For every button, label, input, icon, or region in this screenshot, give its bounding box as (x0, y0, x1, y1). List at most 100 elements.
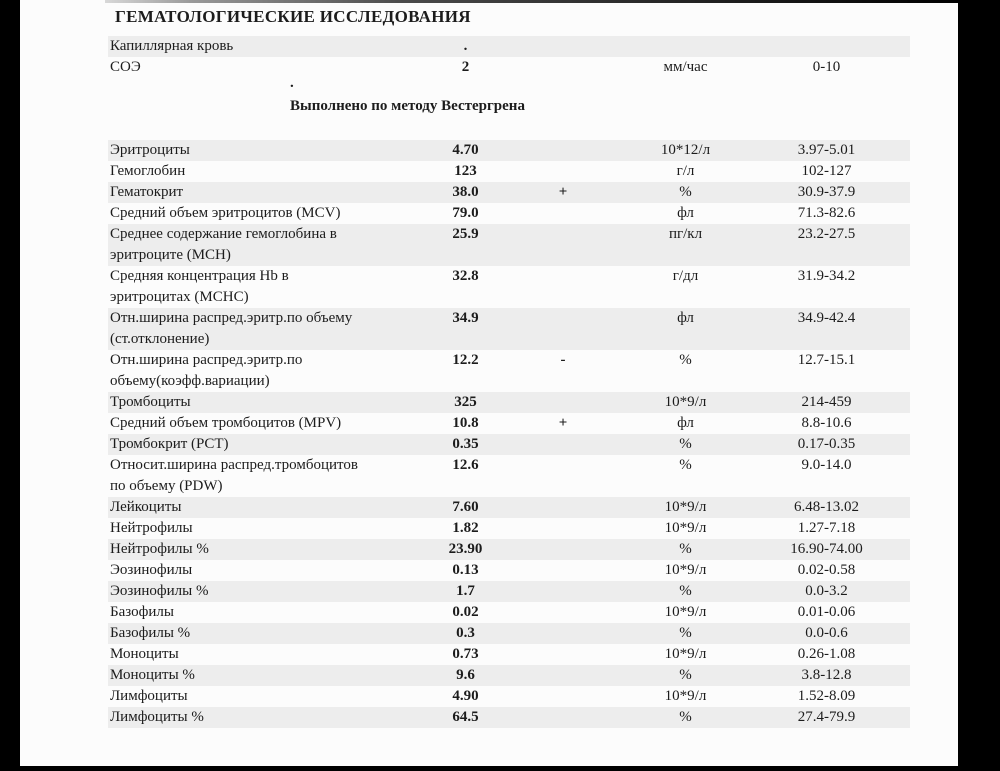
test-unit-cell: пг/кл (668, 226, 703, 242)
table-row: Средний объем тромбоцитов (MPV) 10.8 + фл 8.… (108, 413, 910, 434)
test-name-cell: Средний объем тромбоцитов (MPV) (110, 415, 342, 431)
table-row: СОЭ 2 мм/час 0-10 (108, 57, 910, 78)
abnormal-flag-cell: - (560, 352, 566, 368)
test-value-cell: 79.0 (452, 205, 479, 221)
test-unit-cell: 10*9/л (664, 562, 707, 578)
test-value-cell: 32.8 (452, 268, 479, 284)
test-unit-cell: % (679, 667, 692, 683)
test-unit-cell: % (679, 457, 692, 473)
test-value-cell: 0.35 (452, 436, 479, 452)
test-unit-cell: 10*12/л (660, 142, 711, 158)
test-unit-cell: % (679, 352, 692, 368)
test-unit-cell: 10*9/л (664, 394, 707, 410)
table-row: Капиллярная кровь. (108, 36, 910, 57)
test-value-cell: 325 (454, 394, 477, 410)
reference-range-cell: 102-127 (801, 163, 852, 179)
reference-range-cell: 23.2-27.5 (797, 226, 856, 242)
dot-mark: . (290, 75, 294, 91)
method-note: Выполнено по методу Вестергрена (290, 98, 525, 114)
test-name-cell: Эозинофилы (110, 562, 193, 578)
table-row: Эритроциты 4.70 10*12/л 3.97-5.01 (108, 140, 910, 161)
reference-range-cell: 0.26-1.08 (797, 646, 856, 662)
test-unit-cell: 10*9/л (664, 688, 707, 704)
reference-range-cell: 31.9-34.2 (797, 268, 856, 284)
reference-range-cell: 214-459 (801, 394, 852, 410)
test-value-cell: 7.60 (452, 499, 479, 515)
table-row: Моноциты 0.73 10*9/л 0.26-1.08 (108, 644, 910, 665)
table-row: Моноциты % 9.6% 3.8-12.8 (108, 665, 910, 686)
test-value-cell: 0.13 (452, 562, 479, 578)
test-unit-cell: % (679, 184, 692, 200)
abnormal-flag-cell: + (558, 415, 568, 431)
test-value-cell: 64.5 (452, 709, 479, 725)
table-row: Нейтрофилы 1.82 10*9/л 1.27-7.18 (108, 518, 910, 539)
test-name-cell: Капиллярная кровь (110, 38, 234, 54)
test-value-cell: 4.90 (452, 688, 479, 704)
test-unit-cell: фл (677, 310, 694, 326)
abnormal-flag-cell: + (558, 184, 568, 200)
table-row: Среднее содержание гемоглобина в эритроц… (108, 224, 910, 266)
test-name-cell: Средняя концентрация Hb в эритроцитах (M… (110, 268, 289, 305)
test-unit-cell: г/л (676, 163, 695, 179)
reference-range-cell: 16.90-74.00 (790, 541, 863, 557)
test-name-cell: Отн.ширина распред.эритр.по объему (ст.о… (110, 310, 353, 347)
reference-range-cell: 9.0-14.0 (801, 457, 852, 473)
test-name-cell: Нейтрофилы (110, 520, 193, 536)
table-row: Эозинофилы 0.13 10*9/л 0.02-0.58 (108, 560, 910, 581)
test-value-cell: 2 (461, 59, 470, 75)
table-row: Гематокрит 38.0 +% 30.9-37.9 (108, 182, 910, 203)
test-name-cell: Тромбокрит (PCT) (110, 436, 229, 452)
table-row: Тромбокрит (PCT) 0.35% 0.17-0.35 (108, 434, 910, 455)
reference-range-cell: 0.0-0.6 (805, 625, 848, 641)
reference-range-cell: 1.27-7.18 (797, 520, 856, 536)
test-name-cell: Базофилы (110, 604, 174, 620)
reference-range-cell: 30.9-37.9 (797, 184, 856, 200)
test-name-cell: Гемоглобин (110, 163, 186, 179)
test-unit-cell: 10*9/л (664, 646, 707, 662)
reference-range-cell: 1.52-8.09 (797, 688, 856, 704)
test-name-cell: Относит.ширина распред.тромбоцитов по об… (110, 457, 358, 494)
table-row: Средний объем эритроцитов (MCV) 79.0 фл 71.… (108, 203, 910, 224)
reference-range-cell: 0.02-0.58 (797, 562, 856, 578)
reference-range-cell: 71.3-82.6 (797, 205, 856, 221)
test-name-cell: Средний объем эритроцитов (MCV) (110, 205, 341, 221)
test-value-cell: 123 (454, 163, 477, 179)
test-unit-cell: % (679, 625, 692, 641)
test-unit-cell: % (679, 541, 692, 557)
test-name-cell: Моноциты (110, 646, 179, 662)
test-name-cell: Лейкоциты (110, 499, 182, 515)
test-name-cell: Моноциты % (110, 667, 195, 683)
table-row: Гемоглобин 123 г/л 102-127 (108, 161, 910, 182)
reference-range-cell: 27.4-79.9 (797, 709, 856, 725)
table-row: Тромбоциты 325 10*9/л 214-459 (108, 392, 910, 413)
test-unit-cell: % (679, 709, 692, 725)
table-row: Базофилы 0.02 10*9/л 0.01-0.06 (108, 602, 910, 623)
test-unit-cell: 10*9/л (664, 520, 707, 536)
test-name-cell: Отн.ширина распред.эритр.по объему(коэфф… (110, 352, 303, 389)
table-row: Лимфоциты % 64.5% 27.4-79.9 (108, 707, 910, 728)
test-value-cell: 25.9 (452, 226, 479, 242)
table-row: Лимфоциты 4.90 10*9/л 1.52-8.09 (108, 686, 910, 707)
test-unit-cell: мм/час (663, 59, 708, 75)
test-name-cell: Базофилы % (110, 625, 191, 641)
test-unit-cell: 10*9/л (664, 604, 707, 620)
test-value-cell: 0.73 (452, 646, 479, 662)
scan-edge-artifact (105, 0, 958, 3)
reference-range-cell: 6.48-13.02 (794, 499, 859, 515)
test-name-cell: Гематокрит (110, 184, 184, 200)
test-value-cell: 12.6 (452, 457, 479, 473)
test-value-cell: 12.2 (452, 352, 479, 368)
test-name-cell: Среднее содержание гемоглобина в эритроц… (110, 226, 337, 263)
test-unit-cell: фл (677, 415, 694, 431)
test-name-cell: Тромбоциты (110, 394, 191, 410)
test-value-cell: 1.7 (456, 583, 475, 599)
test-name-cell: СОЭ (110, 59, 141, 75)
test-value-cell: 23.90 (448, 541, 483, 557)
table-row: Базофилы % 0.3% 0.0-0.6 (108, 623, 910, 644)
test-name-cell: Лимфоциты (110, 688, 188, 704)
test-unit-cell: % (679, 583, 692, 599)
table-row: Относит.ширина распред.тромбоцитов по об… (108, 455, 910, 497)
sample-table: Капиллярная кровь. СОЭ 2 мм/час 0-10 (108, 36, 910, 78)
test-unit-cell: г/дл (672, 268, 699, 284)
